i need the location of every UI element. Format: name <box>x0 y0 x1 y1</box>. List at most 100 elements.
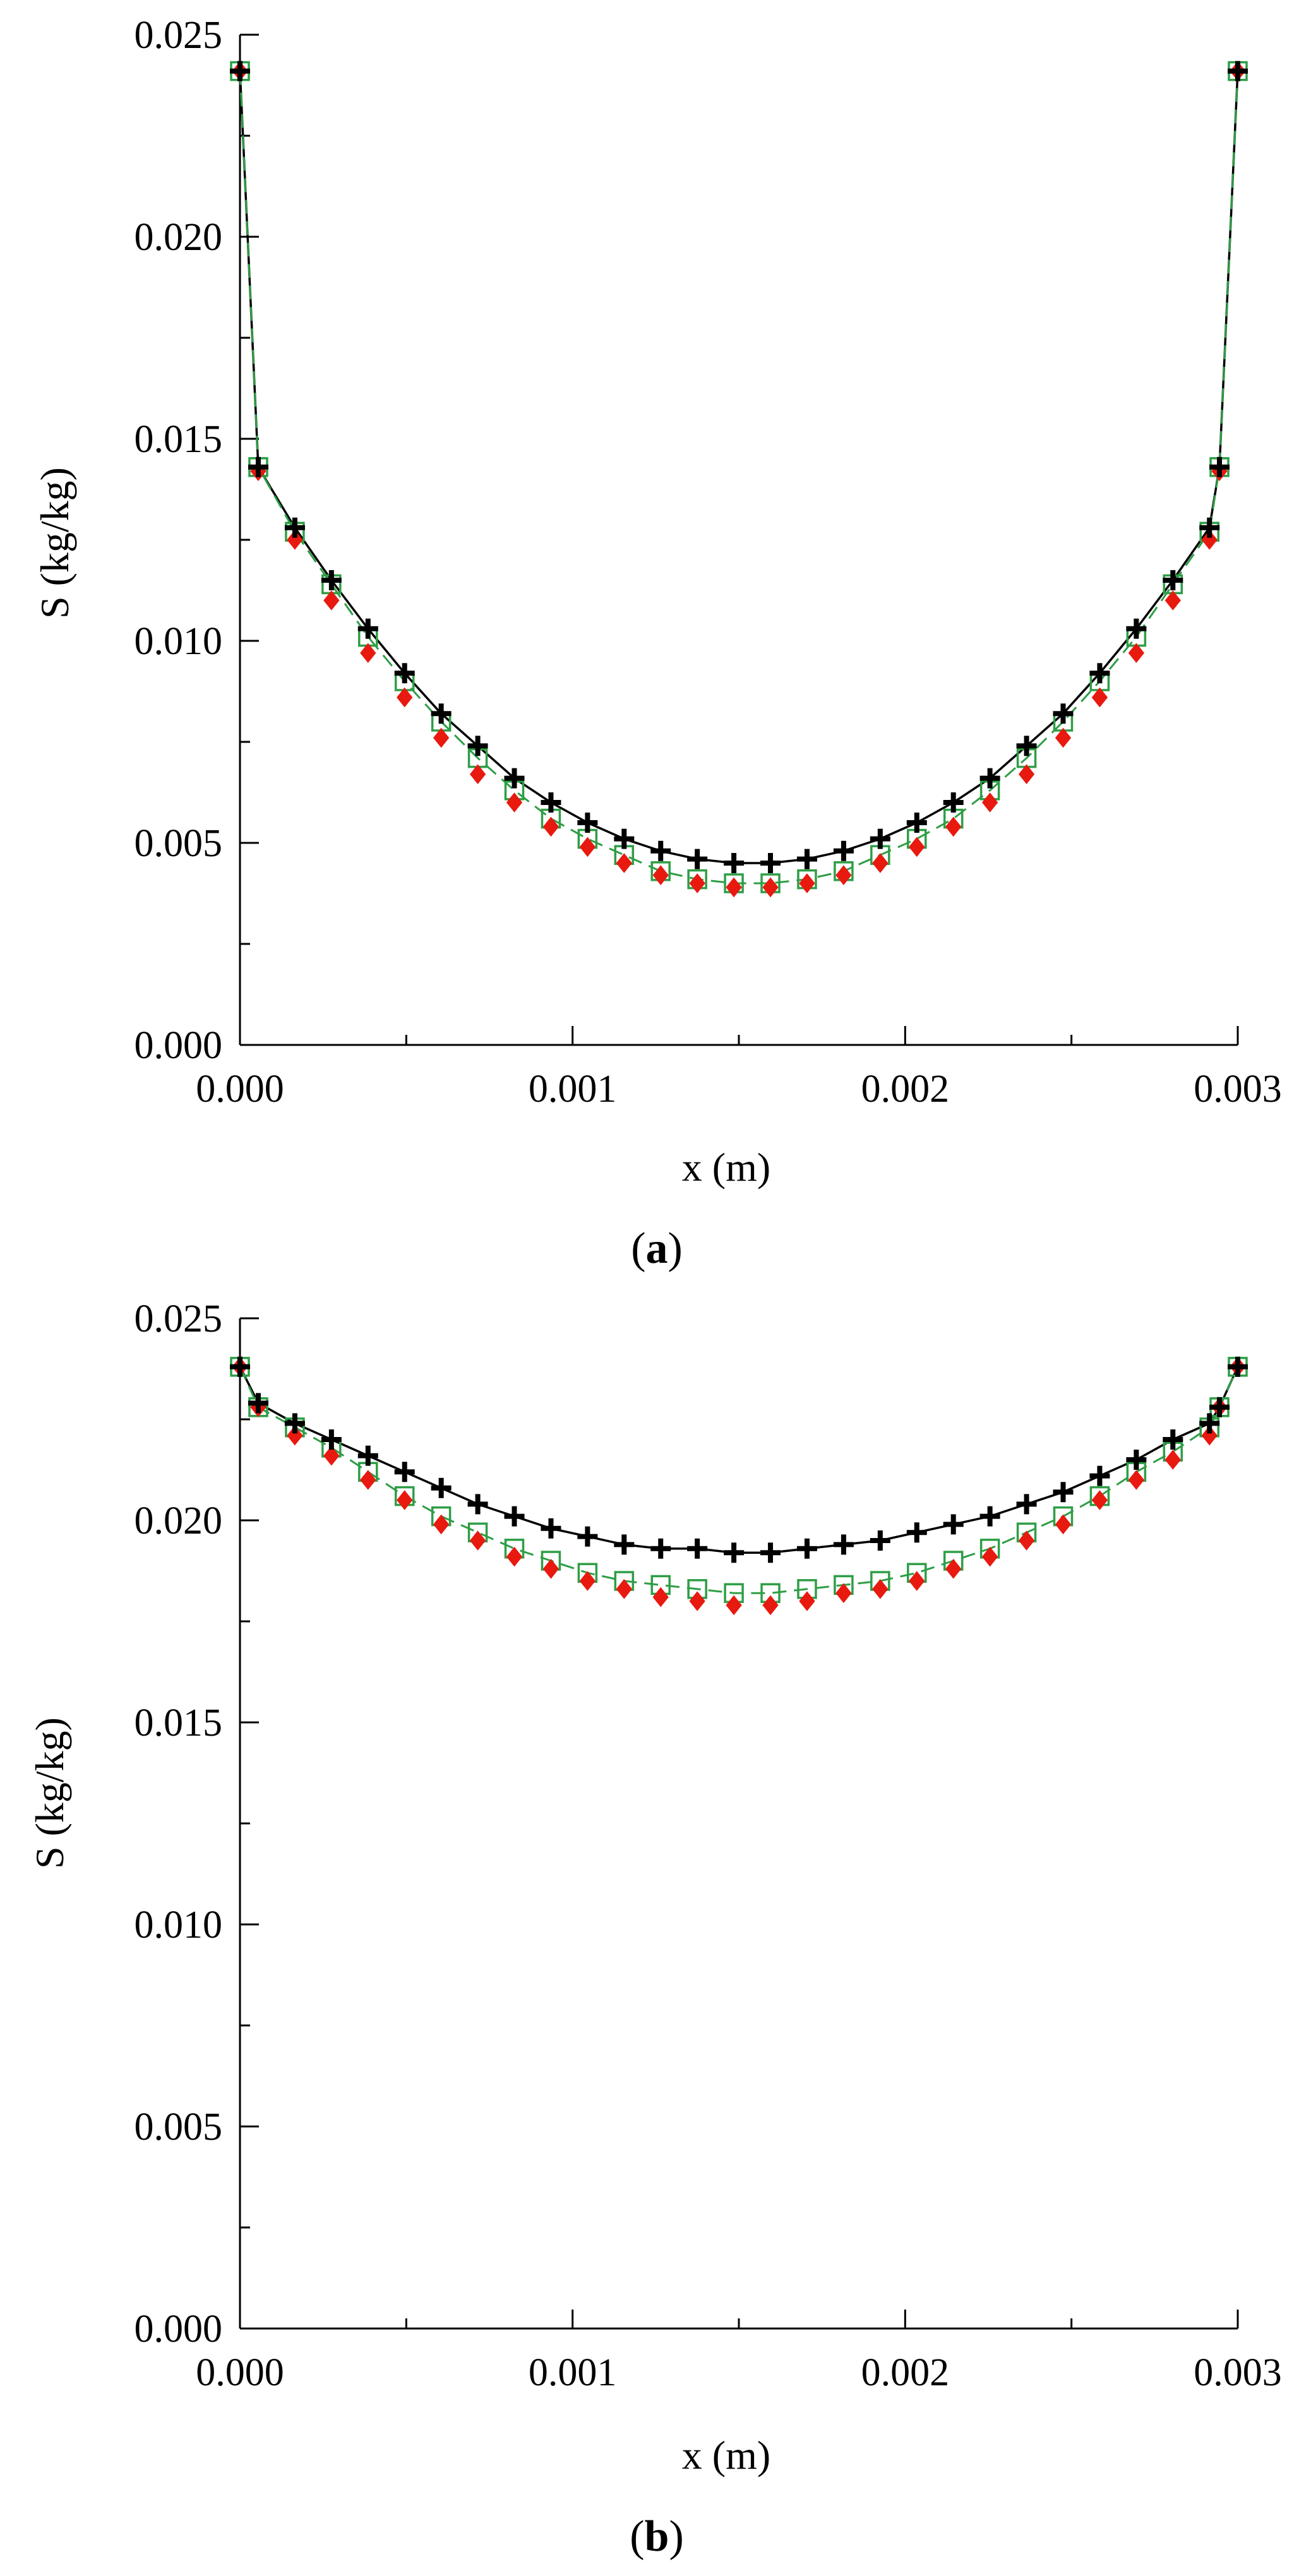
data-point-red-diamond <box>506 792 523 813</box>
data-point-black-plus <box>687 849 708 869</box>
data-point-black-plus <box>1199 1413 1220 1434</box>
y-tick-label: 0.005 <box>135 822 223 865</box>
data-point-black-plus <box>321 1429 342 1450</box>
data-point-black-plus <box>906 813 927 833</box>
data-point-black-plus <box>760 1542 781 1563</box>
data-point-red-diamond <box>616 853 632 873</box>
y-tick-label: 0.010 <box>135 1904 223 1947</box>
data-point-black-plus <box>1209 456 1230 477</box>
data-point-black-plus <box>906 1522 927 1543</box>
data-point-black-plus <box>724 1542 745 1563</box>
data-point-red-diamond <box>360 1470 376 1490</box>
data-point-black-plus <box>248 1393 268 1414</box>
data-point-red-diamond <box>652 1587 669 1607</box>
y-tick-label: 0.025 <box>135 1297 223 1340</box>
data-point-black-plus <box>1126 618 1147 639</box>
plot-area-b: 0.000 0.005 0.010 0.015 0.020 0.025 0.000 0.001… <box>135 1297 1282 2394</box>
data-point-black-plus <box>504 768 525 789</box>
data-point-red-diamond <box>909 837 925 857</box>
data-point-black-plus <box>577 813 598 833</box>
data-point-red-diamond <box>835 865 852 886</box>
data-point-black-plus <box>357 618 378 639</box>
data-point-black-plus <box>1209 1397 1230 1417</box>
data-point-red-diamond <box>1128 643 1145 664</box>
x-tick-label: 0.003 <box>1194 2351 1282 2394</box>
data-point-red-diamond <box>1164 1450 1181 1470</box>
data-point-black-plus <box>357 1445 378 1466</box>
data-point-red-diamond <box>1128 1470 1145 1490</box>
data-point-black-plus <box>979 1506 1000 1527</box>
series-line-green-square <box>239 1366 1239 1594</box>
data-point-black-plus <box>467 736 488 756</box>
data-point-red-diamond <box>981 1546 998 1567</box>
x-tick-label: 0.000 <box>196 1068 284 1111</box>
data-point-black-plus <box>541 792 561 813</box>
data-point-red-diamond <box>1018 764 1035 785</box>
series-line-green-square <box>239 71 1239 885</box>
data-point-red-diamond <box>945 816 962 837</box>
data-point-red-diamond <box>469 1530 486 1551</box>
data-point-black-plus <box>979 768 1000 789</box>
data-point-red-diamond <box>1091 687 1108 708</box>
data-point-red-diamond <box>542 1558 560 1579</box>
y-tick-label: 0.000 <box>135 2308 223 2351</box>
data-point-red-diamond <box>1164 590 1181 611</box>
data-point-black-plus <box>1126 1450 1147 1470</box>
data-point-black-plus <box>943 1514 964 1535</box>
caption-close-a: ) <box>668 1224 683 1273</box>
data-point-black-plus <box>1089 663 1110 684</box>
caption-letter-a: a <box>646 1224 668 1273</box>
y-tick-label: 0.025 <box>135 14 223 57</box>
data-point-red-diamond <box>323 590 340 611</box>
data-point-red-diamond <box>1055 1514 1072 1535</box>
data-point-black-plus <box>833 1534 854 1555</box>
data-point-black-plus <box>284 1413 305 1434</box>
data-point-black-plus <box>870 1530 890 1551</box>
data-point-red-diamond <box>762 1595 779 1616</box>
series-line-black-plus <box>239 1366 1239 1554</box>
plot-area-a: 0.000 0.005 0.010 0.015 0.020 0.025 0.000 0.001… <box>135 14 1282 1111</box>
data-point-black-plus <box>321 570 342 590</box>
y-tick-label: 0.015 <box>135 1702 223 1744</box>
data-point-black-plus <box>1228 1356 1248 1377</box>
data-point-red-diamond <box>1018 1530 1035 1551</box>
y-axis-title-a: S (kg/kg) <box>32 467 77 619</box>
data-point-red-diamond <box>835 1583 852 1604</box>
data-point-black-plus <box>1199 517 1220 538</box>
data-point-red-diamond <box>762 877 779 898</box>
data-point-black-plus <box>467 1494 488 1515</box>
data-point-black-plus <box>431 1477 452 1498</box>
data-point-black-plus <box>687 1538 708 1559</box>
data-point-red-diamond <box>652 865 669 886</box>
x-axis-title-b: x (m) <box>682 2433 770 2478</box>
data-point-red-diamond <box>579 837 596 857</box>
data-point-black-plus <box>650 1538 671 1559</box>
x-tick-label: 0.001 <box>529 2351 617 2394</box>
data-point-black-plus <box>796 849 817 869</box>
chart-panel-a: 0.000 0.005 0.010 0.015 0.020 0.025 0.000 0.001… <box>32 14 1282 1273</box>
data-point-red-diamond <box>726 877 742 898</box>
data-point-red-diamond <box>579 1571 596 1591</box>
data-point-black-plus <box>614 1534 635 1555</box>
data-point-red-diamond <box>397 687 413 708</box>
data-point-black-plus <box>230 61 250 81</box>
data-point-black-plus <box>248 456 268 477</box>
data-point-red-diamond <box>397 1490 413 1510</box>
data-point-red-diamond <box>542 816 560 837</box>
caption-open-b: ( <box>630 2512 644 2561</box>
data-point-black-plus <box>394 663 415 684</box>
data-point-black-plus <box>577 1526 598 1547</box>
data-point-black-plus <box>614 828 635 849</box>
data-point-black-plus <box>394 1462 415 1482</box>
data-point-red-diamond <box>1055 727 1072 748</box>
data-point-black-plus <box>541 1518 561 1539</box>
data-point-red-diamond <box>287 1425 303 1446</box>
data-point-black-plus <box>796 1538 817 1559</box>
data-point-red-diamond <box>360 643 376 664</box>
x-tick-label: 0.001 <box>529 1068 617 1111</box>
data-point-red-diamond <box>945 1558 962 1579</box>
data-point-black-plus <box>833 840 854 861</box>
data-point-red-diamond <box>689 873 705 893</box>
caption-close-b: ) <box>669 2512 683 2561</box>
data-point-black-plus <box>431 703 452 724</box>
